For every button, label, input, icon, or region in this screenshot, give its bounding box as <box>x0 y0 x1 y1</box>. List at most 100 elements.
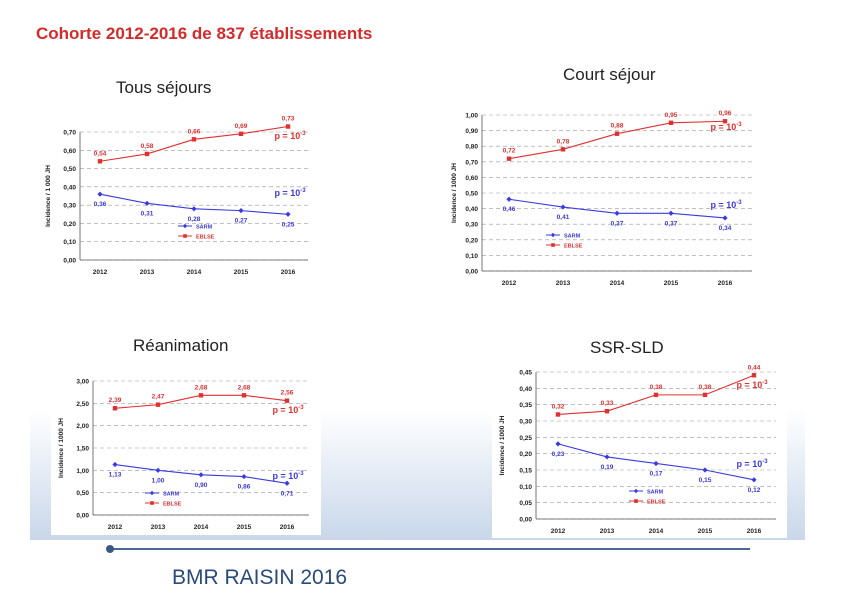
data-point-eblse <box>555 412 561 417</box>
chart-reanimation: 0,00 0,50 1,00 1,50 2,00 2,50 3,00 2012 2013 2014… <box>58 379 309 531</box>
p-value-exponent: -3 <box>762 380 768 386</box>
y-tick-label: 0,70 <box>465 159 478 166</box>
p-value-label: p = 10-3 <box>736 380 768 390</box>
data-point-sarm <box>560 204 566 210</box>
p-value-base: p = 10 <box>710 200 736 210</box>
y-tick-label: 0,50 <box>465 191 478 198</box>
p-value-base: p = 10 <box>710 122 736 132</box>
data-point-sarm <box>604 454 610 460</box>
data-point-sarm <box>155 467 161 473</box>
data-point-sarm <box>702 467 708 473</box>
x-tick-label: 2014 <box>187 269 202 276</box>
x-tick-label: 2015 <box>237 524 252 531</box>
data-label: 0,58 <box>141 143 154 150</box>
data-label: 0,95 <box>665 112 678 119</box>
y-tick-label: 1,00 <box>76 468 89 475</box>
data-label: 0,88 <box>611 123 624 130</box>
legend-marker <box>551 243 555 247</box>
legend-label: EBLSE <box>564 243 583 249</box>
data-point-sarm <box>668 210 674 216</box>
y-tick-label: 0,40 <box>63 184 76 191</box>
y-tick-label: 3,00 <box>76 379 89 386</box>
data-label: 0,34 <box>719 225 732 232</box>
y-tick-label: 0,80 <box>465 144 478 151</box>
y-tick-label: 0,90 <box>465 128 478 135</box>
y-tick-label: 1,50 <box>76 446 89 453</box>
legend-marker <box>550 232 556 238</box>
y-tick-label: 1,00 <box>465 113 478 120</box>
data-label: 2,39 <box>109 397 122 404</box>
data-point-eblse <box>506 156 512 161</box>
data-point-eblse <box>144 151 150 157</box>
footer-title: BMR RAISIN 2016 <box>172 566 348 589</box>
y-tick-label: 0,25 <box>519 435 532 442</box>
data-point-sarm <box>722 215 728 221</box>
p-value-exponent: -3 <box>300 131 306 137</box>
footer-dot <box>106 545 114 553</box>
data-label: 2,68 <box>238 384 251 391</box>
x-tick-label: 2015 <box>234 269 249 276</box>
p-value-exponent: -3 <box>300 188 306 194</box>
x-tick-label: 2015 <box>698 528 713 535</box>
y-tick-label: 0,60 <box>63 148 76 155</box>
p-value-base: p = 10 <box>274 131 300 141</box>
y-tick-label: 0,00 <box>465 269 478 276</box>
data-label: 2,47 <box>152 394 165 401</box>
y-tick-label: 0,10 <box>519 484 532 491</box>
data-label: 0,28 <box>188 216 201 223</box>
p-value-label: p = 10-3 <box>274 188 306 198</box>
chart-ssr-sld: 0,00 0,05 0,10 0,15 0,20 0,25 0,30 0,35 0,40 0,45… <box>499 364 776 535</box>
data-label: 0,25 <box>282 221 295 228</box>
data-point-sarm <box>653 460 659 467</box>
y-tick-label: 0,20 <box>519 451 532 458</box>
x-tick-label: 2013 <box>140 269 155 276</box>
p-value-label: p = 10-3 <box>272 471 304 481</box>
data-label: 1,13 <box>109 472 122 479</box>
data-point-eblse <box>702 392 708 398</box>
p-value-exponent: -3 <box>762 459 768 465</box>
y-tick-label: 0,15 <box>519 468 532 475</box>
p-value-base: p = 10 <box>274 188 300 198</box>
p-value-base: p = 10 <box>736 380 762 390</box>
data-label: 0,86 <box>238 484 251 491</box>
data-point-sarm <box>191 206 197 212</box>
p-value-exponent: -3 <box>736 200 742 206</box>
legend-label: SARM <box>564 233 581 239</box>
data-point-sarm <box>284 480 290 486</box>
data-label: 2,68 <box>195 384 208 391</box>
data-label: 0,73 <box>282 116 295 123</box>
legend-label: EBLSE <box>196 234 215 240</box>
p-value-base: p = 10 <box>736 459 762 469</box>
legend-label: EBLSE <box>163 501 182 507</box>
legend-marker <box>182 223 188 229</box>
y-tick-label: 2,50 <box>76 401 89 408</box>
y-tick-label: 0,20 <box>465 237 478 244</box>
x-tick-label: 2016 <box>718 280 733 287</box>
legend-label: SARM <box>647 489 664 495</box>
legend-marker <box>183 234 187 238</box>
data-point-sarm <box>285 211 291 217</box>
data-point-eblse <box>112 406 118 411</box>
y-tick-label: 0,40 <box>519 386 532 393</box>
y-axis-label: Incidence / 1000 JH <box>451 163 458 223</box>
x-tick-label: 2014 <box>194 524 209 531</box>
data-label: 0,54 <box>94 150 107 157</box>
data-point-eblse <box>191 137 197 142</box>
y-tick-label: 0,05 <box>519 500 532 507</box>
p-value-label: p = 10-3 <box>710 122 742 132</box>
p-value-base: p = 10 <box>272 405 298 415</box>
data-label: 0,90 <box>195 482 208 489</box>
data-label: 0,33 <box>601 400 614 407</box>
legend-label: EBLSE <box>647 499 666 505</box>
chart-panel-court-sejour: 0,00 0,10 0,20 0,30 0,40 0,50 0,60 0,70 0,80 0,90… <box>444 107 764 292</box>
y-tick-label: 0,35 <box>519 402 532 409</box>
data-point-eblse <box>668 120 674 125</box>
data-point-eblse <box>97 159 103 164</box>
data-label: 0,12 <box>748 487 761 494</box>
data-label: 0,38 <box>650 384 663 391</box>
data-point-eblse <box>614 131 620 136</box>
data-label: 0,96 <box>719 110 732 117</box>
y-tick-label: 0,00 <box>63 258 76 265</box>
x-tick-label: 2013 <box>556 280 571 287</box>
legend-label: SARM <box>163 491 180 497</box>
